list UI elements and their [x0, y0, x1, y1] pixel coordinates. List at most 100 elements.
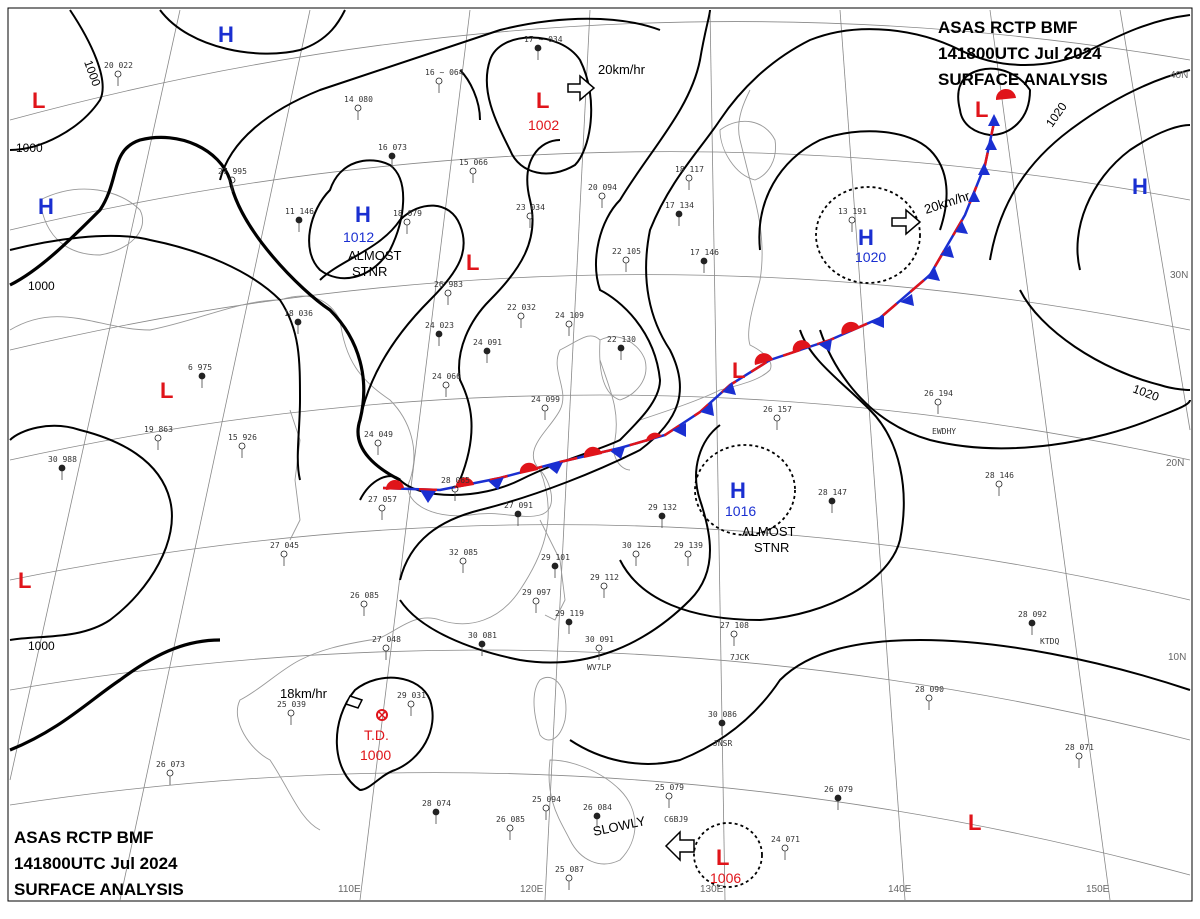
- station-circle: [483, 347, 491, 355]
- station-circle: [432, 808, 440, 816]
- almost-stnr-label: STNR: [352, 264, 387, 279]
- low-pressure-value: 1006: [710, 870, 741, 886]
- station-value: 16 073: [378, 143, 407, 152]
- low-center: L: [32, 88, 45, 113]
- station-value: 15 066: [459, 158, 488, 167]
- station-plot: 29 031: [397, 691, 426, 716]
- station-plot: 23 034: [516, 203, 545, 228]
- lat-label: 30N: [1170, 270, 1188, 281]
- station-circle: [198, 372, 206, 380]
- station-plot: 17 134: [665, 201, 694, 226]
- station-plot: 18 079: [393, 209, 422, 234]
- station-plot: 29 119: [555, 609, 584, 634]
- station-circle: [534, 44, 542, 52]
- coastlines: [9, 89, 776, 865]
- station-value: 15 926: [228, 433, 257, 442]
- station-plot: 25 039: [277, 700, 306, 725]
- station-value: 17 146: [690, 248, 719, 257]
- high-center: H: [730, 478, 746, 503]
- annotations: ALMOST STNR ALMOST STNR SLOWLY 20km/hr 2…: [280, 62, 972, 839]
- low-pressure-value: 1002: [528, 117, 559, 133]
- station-value: 25 087: [555, 865, 584, 874]
- station-plot: 24 071: [771, 835, 800, 860]
- station-plot: 28 092: [1018, 610, 1047, 635]
- station-plot: 24 049: [364, 430, 393, 455]
- station-plot: 25 087: [555, 865, 584, 890]
- high-center: H: [38, 194, 54, 219]
- station-circle: [295, 216, 303, 224]
- station-value: 6 975: [188, 363, 212, 372]
- isobar-label: 1000: [16, 141, 43, 155]
- station-plot: 26 084: [583, 803, 612, 828]
- station-value: 29 101: [541, 553, 570, 562]
- station-value: 26 983: [434, 280, 463, 289]
- header-line3-bottom: SURFACE ANALYSIS: [14, 880, 184, 899]
- station-value: 18 036: [284, 309, 313, 318]
- station-plot: 28 146: [985, 471, 1014, 496]
- station-value: 29 112: [590, 573, 619, 582]
- station-plot: 20 094: [588, 183, 617, 208]
- station-value: 18 117: [675, 165, 704, 174]
- station-value: 23 034: [516, 203, 545, 212]
- station-plot: 29 097: [522, 588, 551, 613]
- station-plot: 17 146: [690, 248, 719, 273]
- station-value: 26 085: [350, 591, 379, 600]
- station-plot: 20 022: [104, 61, 133, 86]
- motion-speed-label: 18km/hr: [280, 686, 328, 701]
- station-plot: 29 112: [590, 573, 619, 598]
- station-plot: 30 126: [622, 541, 651, 566]
- station-value: 27 091: [504, 501, 533, 510]
- low-center: L: [18, 568, 31, 593]
- station-plot: 29 101: [541, 553, 570, 578]
- station-plot: 32 085: [449, 548, 478, 573]
- station-circle: [551, 562, 559, 570]
- station-plot: 18 036: [284, 309, 313, 334]
- station-plot: 28 147: [818, 488, 847, 513]
- station-plot: 14 080: [344, 95, 373, 120]
- station-plot: 15 066: [459, 158, 488, 183]
- station-value: 28 071: [1065, 743, 1094, 752]
- high-center: H: [858, 225, 874, 250]
- station-plot: 26 157: [763, 405, 792, 430]
- almost-stnr-label: ALMOST: [742, 524, 796, 539]
- low-center: L: [975, 97, 988, 122]
- station-value: 26 194: [924, 389, 953, 398]
- station-value: 17 ~ 034: [524, 35, 563, 44]
- station-value: 26 085: [496, 815, 525, 824]
- station-value: 29 139: [674, 541, 703, 550]
- station-value: 17 134: [665, 201, 694, 210]
- station-plot: 30 081: [468, 631, 497, 656]
- station-value: 24 091: [473, 338, 502, 347]
- station-circle: [675, 210, 683, 218]
- header-line2-bottom: 141800UTC Jul 2024: [14, 854, 178, 873]
- station-value: 27 995: [218, 167, 247, 176]
- station-plot: 26 085: [496, 815, 525, 840]
- station-circle: [828, 497, 836, 505]
- station-plot: 22 105: [612, 247, 641, 272]
- station-plot: 28 065: [441, 476, 470, 501]
- station-plot: 26 983: [434, 280, 463, 305]
- pressure-systems: H L L 1002 H 1012 H L L H 1020 H L L H 1…: [18, 22, 1148, 886]
- station-value: 25 039: [277, 700, 306, 709]
- low-center: L: [716, 845, 729, 870]
- station-value: 25 079: [655, 783, 684, 792]
- station-plot: 11 146: [285, 207, 314, 232]
- lat-label: 40N: [1170, 70, 1188, 81]
- station-circle: [478, 640, 486, 648]
- lon-label: 130E: [700, 884, 724, 895]
- ship-id: C6BJ9: [664, 815, 688, 824]
- high-center: H: [355, 202, 371, 227]
- station-plot: 24 023: [425, 321, 454, 346]
- station-circle: [700, 257, 708, 265]
- station-value: 32 085: [449, 548, 478, 557]
- station-circle: [388, 152, 396, 160]
- station-plot: 24 091: [473, 338, 502, 363]
- station-plot: 18 117: [675, 165, 704, 190]
- station-plot: 17 ~ 034: [524, 35, 563, 60]
- ship-id: WV7LP: [587, 663, 611, 672]
- station-value: 30 086: [708, 710, 737, 719]
- station-value: 27 048: [372, 635, 401, 644]
- station-plot: 26 085: [350, 591, 379, 616]
- header-bottom-left: ASAS RCTP BMF 141800UTC Jul 2024 SURFACE…: [14, 828, 184, 899]
